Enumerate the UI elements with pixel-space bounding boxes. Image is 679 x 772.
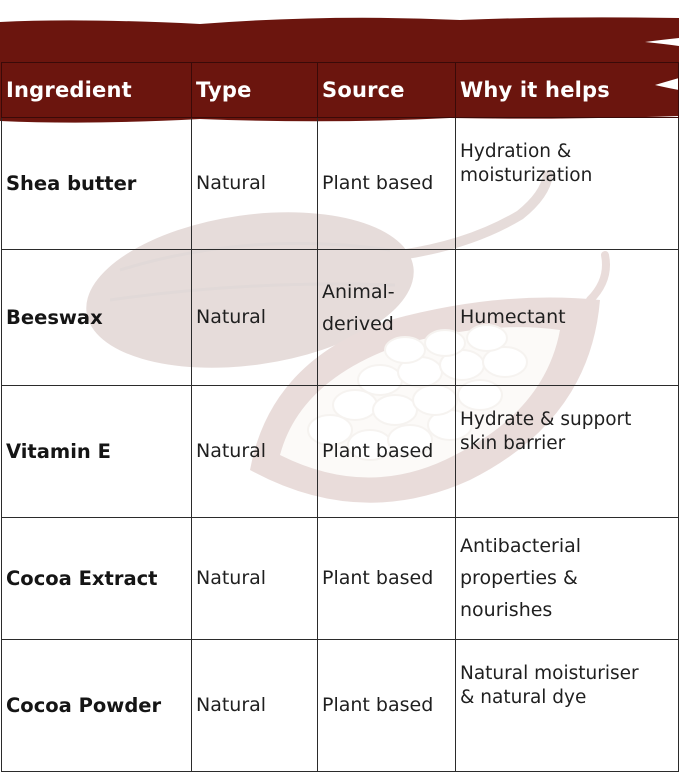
why-line: properties & [460, 567, 578, 589]
source-cell: Plant based [317, 385, 456, 518]
source-cell: Animal- derived [317, 249, 456, 386]
table-row: Vitamin E Natural Plant based Hydrate & … [1, 385, 679, 518]
why-cell: Hydration & moisturization [455, 117, 679, 250]
header-source: Source [317, 62, 456, 118]
source-cell: Plant based [317, 117, 456, 250]
why-cell: Natural moisturiser & natural dye [455, 639, 679, 772]
why-cell: Humectant [455, 249, 679, 386]
ingredients-table: Ingredient Type Source Why it helps Shea… [1, 62, 679, 772]
why-line: Humectant [460, 306, 566, 329]
why-cell: Antibacterial properties & nourishes [455, 517, 679, 640]
header-why-it-helps: Why it helps [455, 62, 679, 118]
ingredient-cell: Vitamin E [1, 385, 192, 518]
table-row: Shea butter Natural Plant based Hydratio… [1, 117, 679, 250]
table-row: Cocoa Extract Natural Plant based Antiba… [1, 517, 679, 640]
why-line: & natural dye [460, 687, 587, 708]
ingredient-cell: Shea butter [1, 117, 192, 250]
type-cell: Natural [191, 385, 318, 518]
why-line: moisturization [460, 165, 593, 186]
why-line: Hydrate & support [460, 409, 632, 430]
why-line: Natural moisturiser [460, 663, 639, 684]
type-cell: Natural [191, 639, 318, 772]
source-cell: Plant based [317, 517, 456, 640]
ingredient-cell: Beeswax [1, 249, 192, 386]
ingredient-cell: Cocoa Powder [1, 639, 192, 772]
type-cell: Natural [191, 117, 318, 250]
table-header-row: Ingredient Type Source Why it helps [1, 62, 679, 118]
source-line: derived [322, 313, 394, 335]
why-line: Antibacterial [460, 535, 582, 557]
source-line: Animal- [322, 281, 395, 303]
table-row: Beeswax Natural Animal- derived Humectan… [1, 249, 679, 386]
source-cell: Plant based [317, 639, 456, 772]
header-ingredient: Ingredient [1, 62, 192, 118]
why-line: Hydration & [460, 141, 572, 162]
header-type: Type [191, 62, 318, 118]
why-cell: Hydrate & support skin barrier [455, 385, 679, 518]
type-cell: Natural [191, 249, 318, 386]
why-line: skin barrier [460, 433, 566, 454]
table-row: Cocoa Powder Natural Plant based Natural… [1, 639, 679, 772]
why-line: nourishes [460, 599, 553, 621]
type-cell: Natural [191, 517, 318, 640]
ingredient-cell: Cocoa Extract [1, 517, 192, 640]
